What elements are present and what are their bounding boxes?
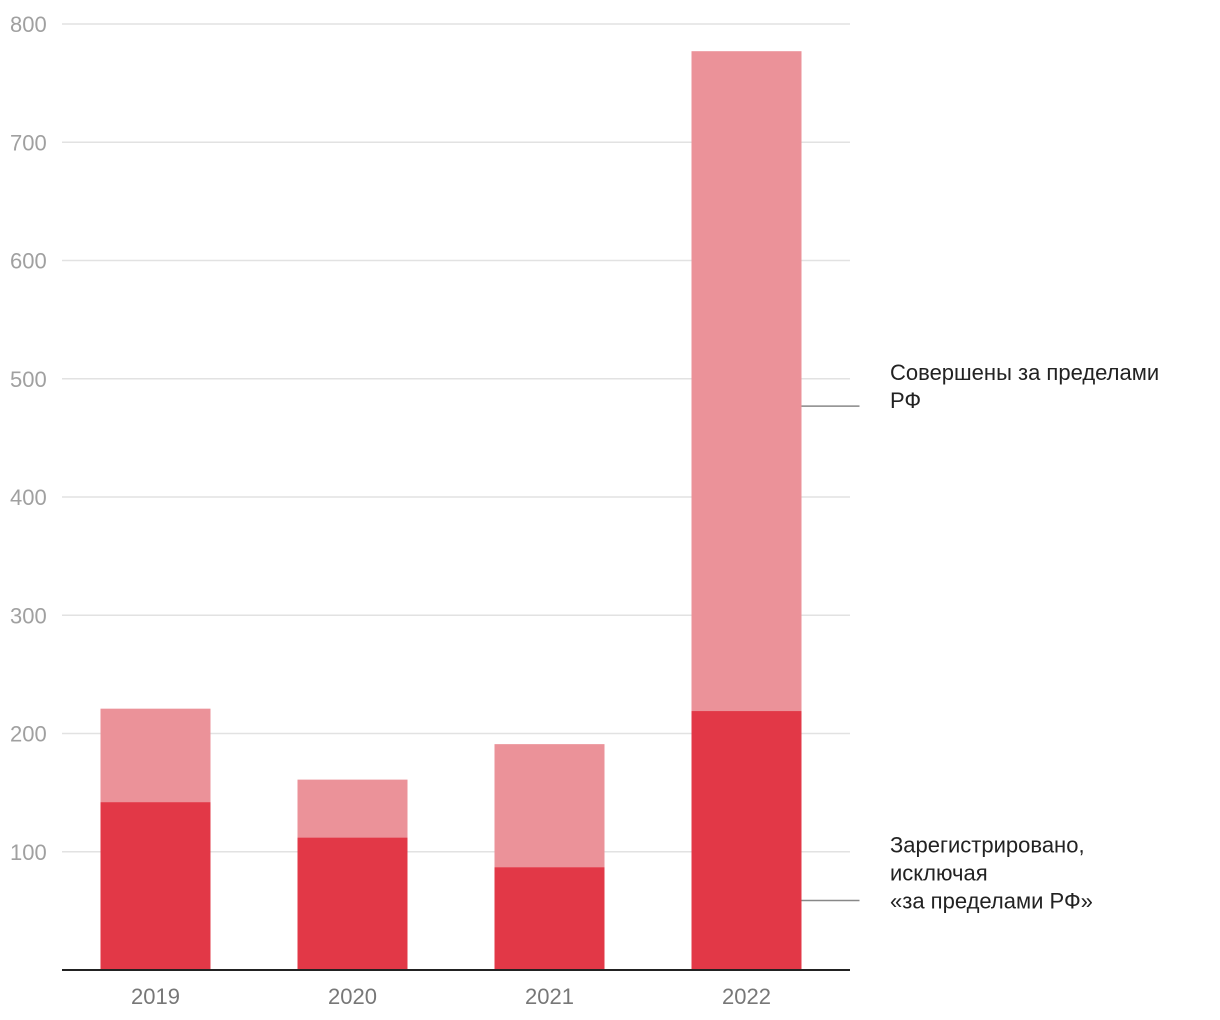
x-tick-label-2020: 2020: [328, 984, 377, 1009]
legend-label-line: Зарегистрировано,: [890, 833, 1085, 858]
bar-2022-series-1: [691, 711, 802, 970]
bar-2019-series-1: [100, 802, 211, 970]
legend-label-series-2: Совершены за пределами РФ: [890, 360, 1159, 413]
bar-2020-series-1: [297, 837, 408, 970]
legend-label-line: исключая: [890, 861, 988, 886]
y-tick-label-600: 600: [10, 249, 47, 274]
x-tick-label-2021: 2021: [525, 984, 574, 1009]
y-axis-tick-labels: 100 200 300 400 500 600 700 800: [10, 12, 47, 865]
bar-2020-series-2: [297, 779, 408, 838]
bars: [100, 51, 802, 970]
legend-label-line: Совершены за пределами: [890, 360, 1159, 385]
y-tick-label-700: 700: [10, 130, 47, 155]
legend-label-line: «за пределами РФ»: [890, 889, 1093, 914]
y-tick-label-800: 800: [10, 12, 47, 37]
y-tick-label-100: 100: [10, 840, 47, 865]
x-tick-label-2019: 2019: [131, 984, 180, 1009]
y-tick-label-400: 400: [10, 485, 47, 510]
y-tick-label-200: 200: [10, 722, 47, 747]
x-tick-label-2022: 2022: [722, 984, 771, 1009]
bar-2022-series-2: [691, 51, 802, 712]
bar-2019-series-2: [100, 708, 211, 803]
y-tick-label-300: 300: [10, 603, 47, 628]
legend-label-series-1: Зарегистрировано, исключая «за пределами Р…: [890, 833, 1093, 914]
legend-labels: Зарегистрировано, исключая «за пределами Р…: [801, 360, 1159, 914]
bar-2021-series-2: [494, 744, 605, 868]
bar-2021-series-1: [494, 867, 605, 970]
legend-label-line: РФ: [890, 388, 921, 413]
y-tick-label-500: 500: [10, 367, 47, 392]
x-axis-tick-labels: 2019 2020 2021 2022: [131, 984, 771, 1009]
